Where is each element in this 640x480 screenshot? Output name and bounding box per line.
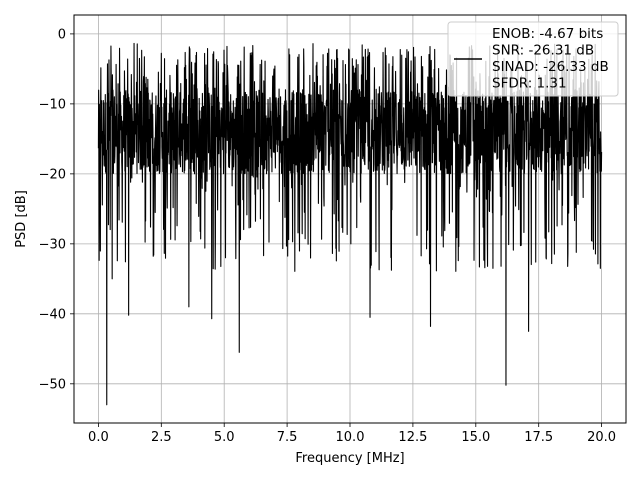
y-tick-label: −10 [39,97,66,112]
x-tick-label: 7.5 [277,430,298,445]
x-tick-label: 5.0 [214,430,235,445]
x-tick-label: 20.0 [587,430,616,445]
data-series [97,42,603,406]
legend-entry: SFDR: 1.31 [492,76,567,92]
legend-entry: SINAD: -26.33 dB [492,59,609,75]
y-tick-label: −20 [39,167,66,182]
y-axis-label: PSD [dB] [14,190,29,248]
x-tick-label: 17.5 [524,430,553,445]
legend-entry: ENOB: -4.67 bits [492,26,603,42]
x-axis-label: Frequency [MHz] [295,451,404,466]
y-tick-label: −40 [39,307,66,322]
y-tick-label: −30 [39,237,66,252]
x-tick-label: 0.0 [88,430,109,445]
x-tick-label: 12.5 [398,430,427,445]
y-tick-label: 0 [58,27,66,42]
legend-box [447,21,619,97]
x-tick-label: 2.5 [151,430,172,445]
psd-series-line [97,42,603,406]
x-tick-label: 10.0 [336,430,365,445]
legend-entry: SNR: -26.31 dB [492,43,594,59]
x-tick-label: 15.0 [461,430,490,445]
y-tick-label: −50 [39,377,66,392]
axis-ticks: 0.0 2.5 5.0 7.5 10.0 12.5 15.0 17.5 20.0 0 −10 −20 −… [39,27,617,445]
